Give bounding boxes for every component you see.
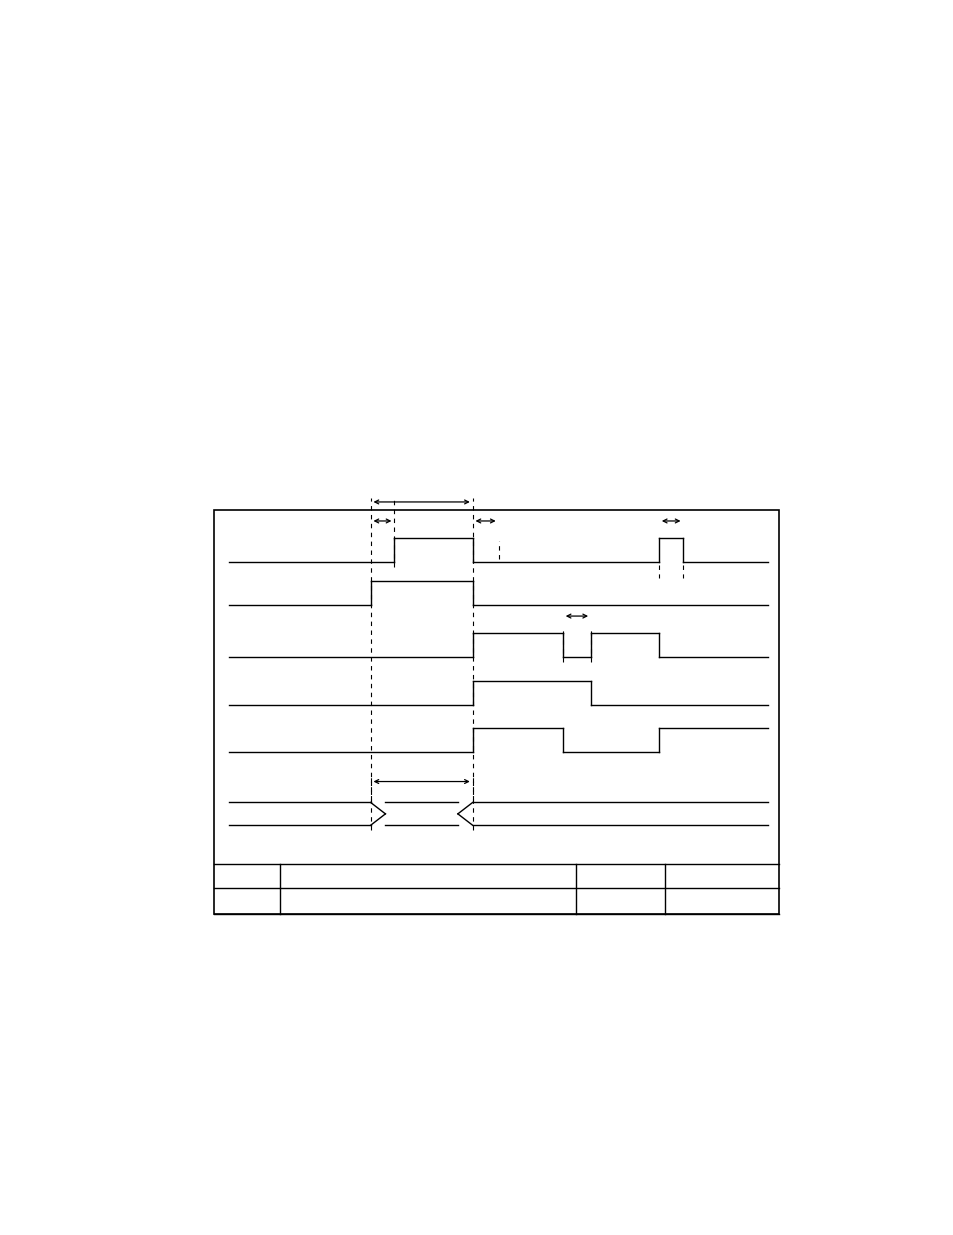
Bar — [213, 510, 779, 914]
